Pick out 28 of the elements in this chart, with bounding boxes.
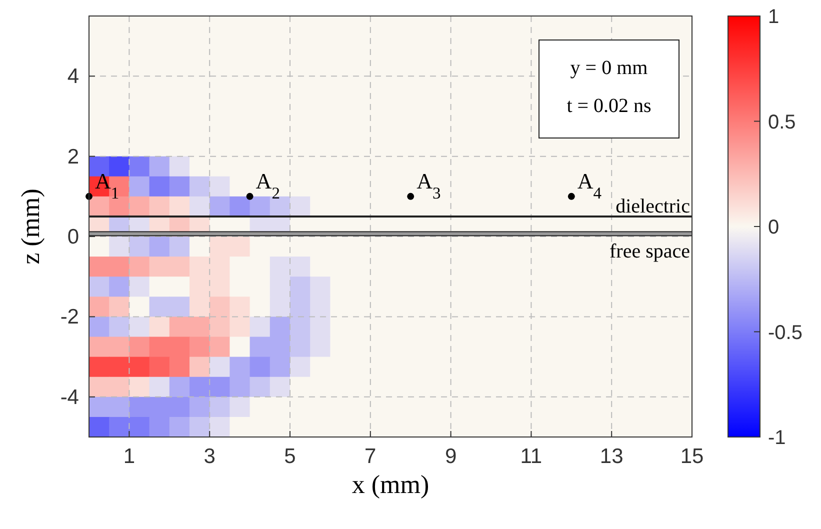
x-tick-label: 11 (520, 445, 542, 468)
y-tick-label: 4 (67, 65, 80, 88)
annotation: t = 0.02 ns (566, 95, 652, 117)
y-tick-label: 2 (67, 145, 79, 168)
annotation: y = 0 mm (570, 57, 648, 79)
x-tick-label: 3 (204, 445, 216, 468)
color-bar-label: -0.5 (768, 322, 802, 344)
annotation: A$_{4}$ (577, 168, 602, 202)
y-axis-title: z (mm) (16, 188, 45, 264)
ref-line-label: dielectric (616, 195, 690, 218)
y-tick-label: 0 (67, 226, 79, 249)
y-tick-label: -2 (60, 306, 79, 329)
x-axis-title: x (mm) (352, 470, 430, 499)
x-tick-label: 13 (600, 445, 624, 468)
color-bar-label: 1 (768, 6, 780, 28)
x-tick-label: 5 (284, 445, 296, 468)
color-bar-label: -1 (768, 427, 786, 449)
color-bar-label: 0 (768, 216, 780, 238)
annotation: A$_{2}$ (256, 168, 280, 202)
band-label: free space (610, 240, 690, 263)
color-bar-label: 0.5 (768, 111, 796, 134)
x-tick-label: 15 (680, 445, 704, 468)
x-tick-label: 9 (444, 445, 457, 468)
annotation: A$_{3}$ (416, 168, 441, 202)
x-tick-label: 1 (123, 445, 136, 468)
annotation: A$_{1}$ (95, 168, 120, 202)
y-tick-label: -4 (60, 386, 80, 409)
x-tick-label: 7 (364, 445, 376, 468)
